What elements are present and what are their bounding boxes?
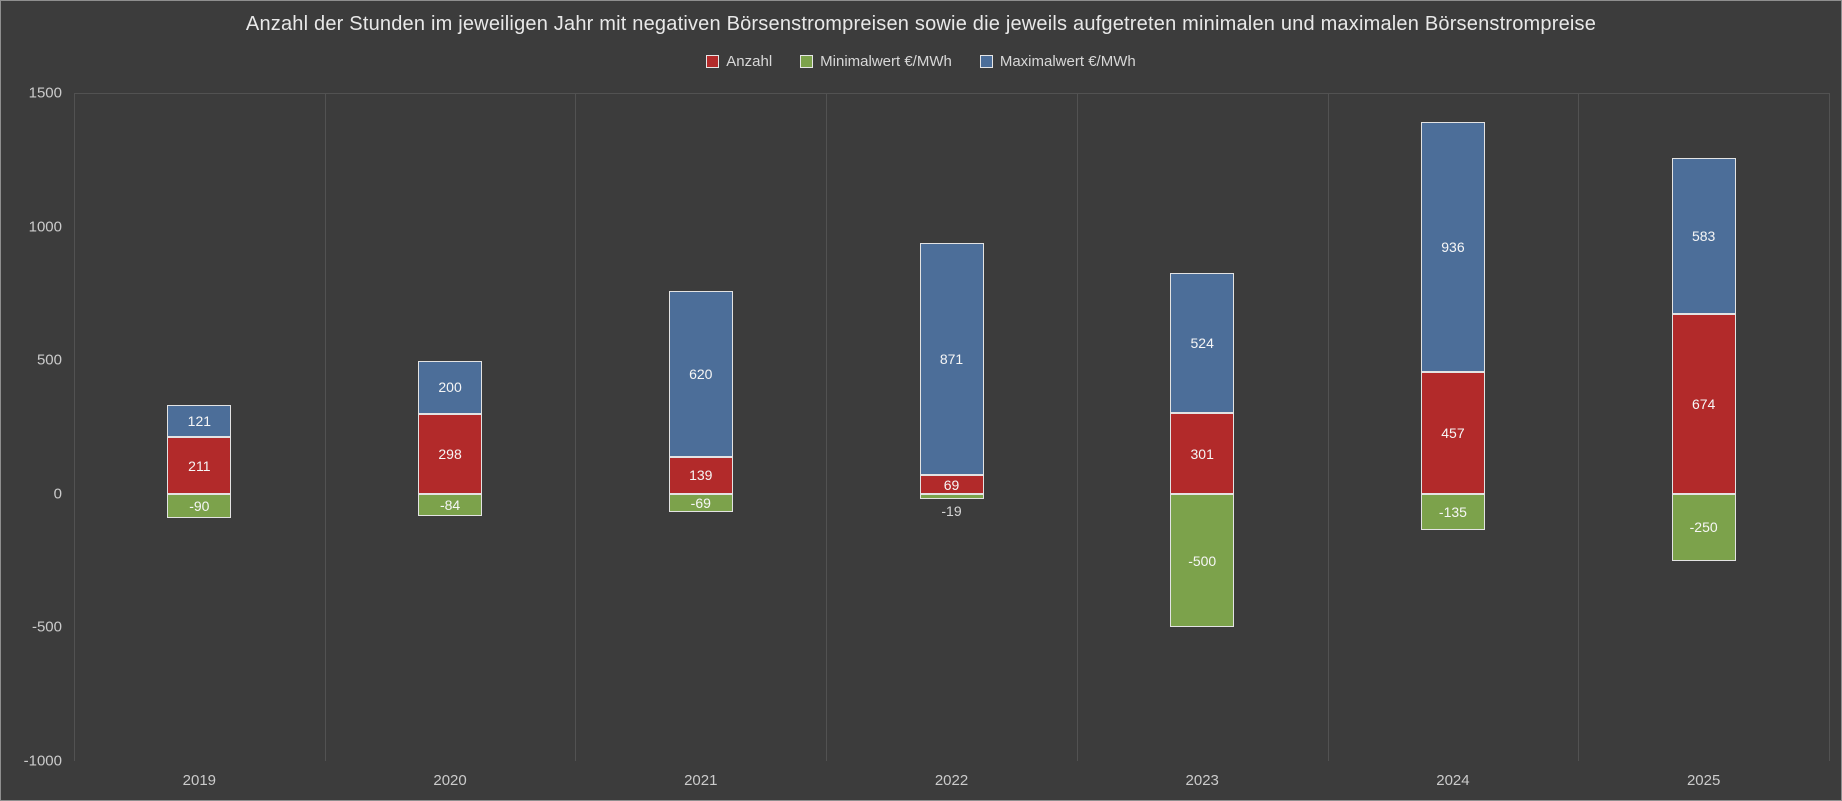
x-axis-category-label: 2025 (1686, 772, 1721, 789)
bar-segment-maximalwert (1671, 157, 1736, 314)
bar-value-anzahl: 298 (438, 445, 462, 462)
bar-segment-minimalwert (1420, 493, 1485, 530)
bar-value-anzahl: 674 (1691, 395, 1716, 412)
gridline-vertical (1829, 93, 1830, 761)
x-axis-category-label: 2019 (182, 772, 217, 789)
legend-label: Minimalwert €/MWh (820, 53, 952, 70)
bar-value-minimalwert: -84 (439, 497, 461, 514)
gridline-vertical (1578, 93, 1580, 761)
bar-segment-anzahl (668, 456, 733, 494)
x-axis-category-label: 2023 (1185, 772, 1219, 789)
bar-value-maximalwert: 583 (1691, 227, 1716, 244)
gridline-vertical (74, 93, 75, 761)
bar-segment-anzahl (919, 475, 984, 494)
y-axis-tick-label: 500 (36, 351, 62, 369)
gridline-vertical (1327, 93, 1329, 761)
bar-segment-anzahl (1671, 313, 1736, 494)
bar-segment-maximalwert (668, 290, 733, 457)
bar-segment-maximalwert (1420, 121, 1485, 372)
legend-swatch-icon (706, 55, 720, 68)
legend-swatch-icon (800, 55, 814, 68)
bar-value-minimalwert: -135 (1438, 503, 1467, 520)
bar-value-minimalwert: -500 (1188, 552, 1217, 569)
x-axis-category-label: 2021 (684, 772, 718, 789)
bar-segment-minimalwert (919, 493, 984, 499)
bar-segment-anzahl (1420, 371, 1485, 494)
legend-swatch-icon (979, 55, 993, 68)
bar-segment-minimalwert (418, 493, 483, 517)
legend-item[interactable]: Maximalwert €/MWh (979, 53, 1136, 70)
gridline-top (74, 93, 1829, 94)
bar-segment-maximalwert (919, 242, 984, 476)
bar-value-maximalwert: 871 (939, 350, 964, 367)
legend-label: Anzahl (726, 53, 773, 70)
bar-segment-minimalwert (1671, 493, 1736, 561)
gridline-vertical (324, 93, 326, 761)
bar-value-anzahl: 69 (943, 476, 960, 493)
bar-segment-minimalwert (167, 493, 232, 518)
bar-value-minimalwert: -250 (1689, 519, 1718, 536)
legend-item[interactable]: Anzahl (706, 53, 772, 70)
bar-value-anzahl: 139 (689, 467, 713, 484)
bar-value-anzahl: 211 (188, 457, 211, 474)
y-axis-tick-label: 1000 (28, 218, 62, 236)
bar-value-anzahl: 457 (1441, 424, 1465, 441)
bar-segment-minimalwert (668, 493, 733, 513)
x-axis-category-label: 2024 (1436, 772, 1470, 789)
y-axis-tick-label: -500 (31, 618, 62, 636)
bar-value-maximalwert: 200 (438, 379, 462, 396)
gridline-vertical (1076, 93, 1078, 761)
chart-legend: Anzahl Minimalwert €/MWh Maximalwert €/MWh (1, 53, 1841, 70)
legend-item[interactable]: Minimalwert €/MWh (800, 53, 952, 70)
legend-label: Maximalwert €/MWh (999, 53, 1136, 70)
y-axis-tick-label: 0 (53, 485, 62, 503)
bar-value-minimalwert: -69 (690, 495, 711, 512)
bar-value-minimalwert: -19 (941, 502, 962, 519)
bar-value-minimalwert: -90 (189, 497, 210, 514)
bar-segment-maximalwert (1170, 273, 1235, 414)
y-axis-tick-label: -1000 (23, 752, 62, 770)
bar-value-maximalwert: 620 (689, 365, 713, 382)
bar-segment-maximalwert (167, 405, 232, 438)
bar-segment-maximalwert (418, 360, 483, 415)
bar-segment-anzahl (418, 414, 483, 494)
x-axis-category-label: 2022 (934, 772, 969, 789)
bar-value-maximalwert: 121 (187, 413, 212, 430)
bar-segment-minimalwert (1170, 493, 1235, 628)
bar-value-maximalwert: 524 (1190, 335, 1214, 352)
bar-segment-anzahl (167, 437, 232, 494)
bar-segment-anzahl (1170, 413, 1235, 494)
x-axis-category-label: 2020 (433, 772, 467, 789)
y-axis-tick-label: 1500 (28, 84, 62, 102)
chart-title: Anzahl der Stunden im jeweiligen Jahr mi… (245, 13, 1597, 35)
gridline-vertical (575, 93, 577, 761)
bar-value-anzahl: 301 (1190, 445, 1214, 462)
bar-value-maximalwert: 936 (1441, 238, 1465, 255)
gridline-vertical (826, 93, 828, 761)
